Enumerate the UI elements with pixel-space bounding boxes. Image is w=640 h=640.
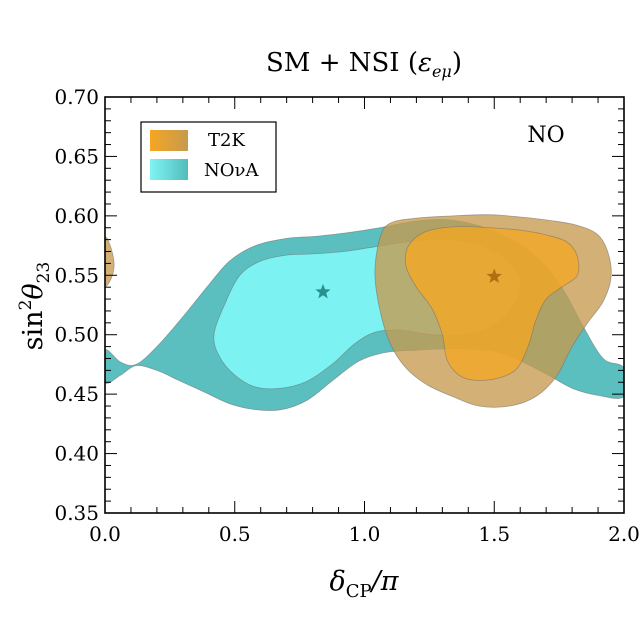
y-tick-label: 0.40 [54,442,99,466]
plot-regions [105,214,624,411]
x-tick-label: 1.0 [349,522,381,546]
y-tick-label: 0.50 [54,323,99,347]
x-tick-label: 0.5 [219,522,251,546]
legend-swatch-t2k [150,130,188,151]
axes: 0.0 0.5 1.0 1.5 2.0 0.35 0.40 0.45 0.50 0.55 0.60 0… [54,85,639,546]
t2k-best-fit-star [486,268,502,283]
ordering-annotation: NO [527,123,564,148]
t2k-region-inner-0 [404,226,580,381]
x-tick-label: 2.0 [608,522,640,546]
nova-best-fit-star [315,283,331,299]
y-tick-label: 0.70 [54,85,99,109]
x-axis-label: δCP/π [330,566,400,602]
y-tick-label: 0.60 [54,204,99,228]
y-axis-label: sin2θ23 [16,262,54,351]
x-tick-label: 0.0 [89,522,121,546]
chart-title: SM + NSI (εeμ) [266,48,462,81]
legend: T2K NOνA [140,121,277,193]
legend-label-nova: NOνA [204,160,259,181]
y-tick-label: 0.35 [54,501,99,525]
t2k-region-outer-1 [105,236,115,287]
x-tick-label: 1.5 [478,522,510,546]
y-tick-label: 0.55 [54,263,99,287]
y-tick-label: 0.45 [54,382,99,406]
legend-label-t2k: T2K [208,130,245,151]
y-tick-label: 0.65 [54,144,99,168]
legend-swatch-nova [150,159,188,180]
